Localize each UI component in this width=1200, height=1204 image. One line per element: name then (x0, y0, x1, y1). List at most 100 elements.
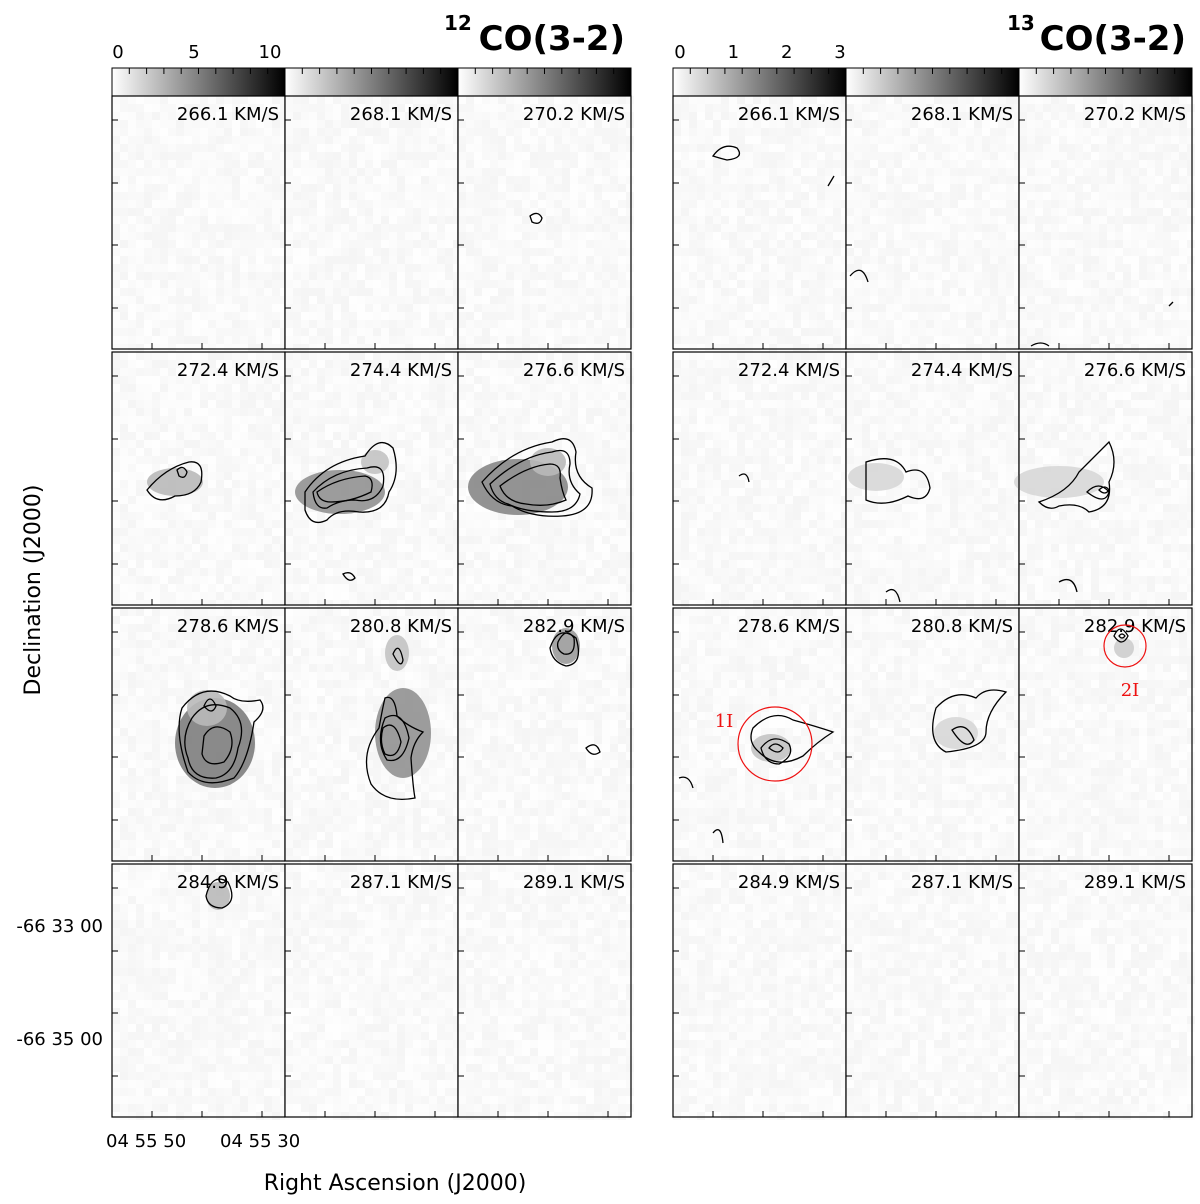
contour-line (1118, 633, 1126, 639)
velocity-label: 280.8 KM/S (350, 616, 452, 637)
panel-0-6: 278.6 KM/S (111, 607, 288, 864)
contour-line (768, 743, 784, 753)
contour-line (556, 632, 575, 655)
contour-line (750, 714, 835, 763)
velocity-label: 270.2 KM/S (523, 104, 625, 125)
velocity-label: 272.4 KM/S (177, 360, 279, 381)
colorbar-label: 3 (834, 42, 845, 63)
panel-0-0: 266.1 KM/S (111, 95, 288, 352)
emission-blob (934, 717, 978, 749)
colorbar-label: 1 (728, 42, 739, 63)
panel-0-9: 284.9 KM/S (111, 863, 288, 1120)
contour-line (205, 878, 233, 909)
velocity-label: 282.9 KM/S (1084, 616, 1186, 637)
emission-blob (385, 635, 409, 671)
y-tick-label: -66 33 00 (16, 916, 103, 937)
x-axis-label: Right Ascension (J2000) (264, 1171, 527, 1196)
contour-line (760, 738, 792, 765)
panel-0-11: 289.1 KM/S (457, 863, 634, 1120)
emission-blob (361, 450, 389, 474)
title-isotope-0: 12 (444, 11, 472, 35)
contour-line (885, 588, 901, 603)
annotation-circle-1i (737, 706, 813, 782)
velocity-label: 272.4 KM/S (738, 360, 840, 381)
panel-0-10: 287.1 KM/S (284, 863, 461, 1120)
contour-line (380, 724, 402, 757)
contour-line (201, 726, 233, 765)
contour-line (549, 632, 580, 667)
contour-line (203, 698, 217, 712)
emission-blob (848, 463, 904, 491)
contour-line (678, 776, 694, 789)
panel-0-3: 272.4 KM/S (111, 351, 288, 608)
velocity-label: 284.9 KM/S (177, 872, 279, 893)
panel-1-2: 270.2 KM/S (1018, 95, 1195, 352)
contour-line (312, 466, 385, 509)
contour-line (304, 441, 397, 524)
contour-line (1030, 342, 1050, 347)
colorbar-label: 10 (259, 42, 282, 63)
velocity-label: 287.1 KM/S (911, 872, 1013, 893)
contour-line (951, 726, 975, 745)
contour-line (849, 269, 869, 283)
emission-blob (1114, 638, 1134, 658)
emission-blob (1014, 466, 1104, 498)
velocity-label: 280.8 KM/S (911, 616, 1013, 637)
contour-line (585, 744, 601, 755)
contour-line (865, 458, 931, 504)
contour-line (489, 449, 581, 513)
velocity-label: 278.6 KM/S (177, 616, 279, 637)
velocity-label: 276.6 KM/S (1084, 360, 1186, 381)
contour-line (712, 829, 724, 844)
panel-frame (1018, 607, 1193, 862)
velocity-label: 289.1 KM/S (1084, 872, 1186, 893)
contour-line (1098, 486, 1110, 494)
contour-line (1058, 578, 1078, 593)
x-tick-label: 04 55 50 (106, 1131, 186, 1152)
velocity-label: 266.1 KM/S (177, 104, 279, 125)
panel-frame (457, 351, 632, 606)
annotation-circle-2i (1103, 624, 1147, 668)
annotation-label-1i: 1I (715, 711, 734, 732)
contour-line (711, 145, 741, 161)
velocity-label: 287.1 KM/S (350, 872, 452, 893)
panel-1-10: 287.1 KM/S (845, 863, 1022, 1120)
contour-line (176, 466, 188, 478)
panel-frame (457, 607, 632, 862)
title-isotope-1: 13 (1007, 11, 1035, 35)
panel-frame (1018, 95, 1193, 350)
contour-line (1113, 628, 1129, 643)
panel-frame (1018, 863, 1193, 1118)
panel-1-5: 276.6 KM/S (1014, 351, 1195, 608)
panel-frame (457, 95, 632, 350)
contour-line (316, 475, 373, 503)
velocity-label: 289.1 KM/S (523, 872, 625, 893)
emission-blob (751, 734, 791, 762)
panel-1-7: 280.8 KM/S (845, 607, 1022, 864)
panel-0-1: 268.1 KM/S (284, 95, 461, 352)
contour-line (827, 175, 835, 187)
velocity-label: 274.4 KM/S (911, 360, 1013, 381)
y-tick-label: -66 35 00 (16, 1029, 103, 1050)
title-12co: CO(3-2) (479, 19, 625, 59)
emission-blob (295, 470, 385, 514)
contour-line (499, 463, 567, 506)
contour-line (932, 689, 1008, 753)
contour-line (184, 704, 243, 779)
panel-1-6: 278.6 KM/S (672, 607, 849, 864)
panel-frame (457, 863, 632, 1118)
colorbar-label: 2 (781, 42, 792, 63)
panel-1-9: 284.9 KM/S (672, 863, 849, 1120)
panel-0-5: 276.6 KM/S (457, 351, 634, 608)
panel-frame (1018, 351, 1193, 606)
contour-line (1037, 440, 1115, 513)
contour-line (529, 212, 543, 224)
colorbar-label: 0 (674, 42, 685, 63)
velocity-label: 268.1 KM/S (350, 104, 452, 125)
x-tick-label: 04 55 30 (220, 1131, 300, 1152)
contour-line (178, 690, 264, 784)
contour-line (1168, 301, 1174, 307)
velocity-label: 278.6 KM/S (738, 616, 840, 637)
panel-1-0: 266.1 KM/S (672, 95, 849, 352)
